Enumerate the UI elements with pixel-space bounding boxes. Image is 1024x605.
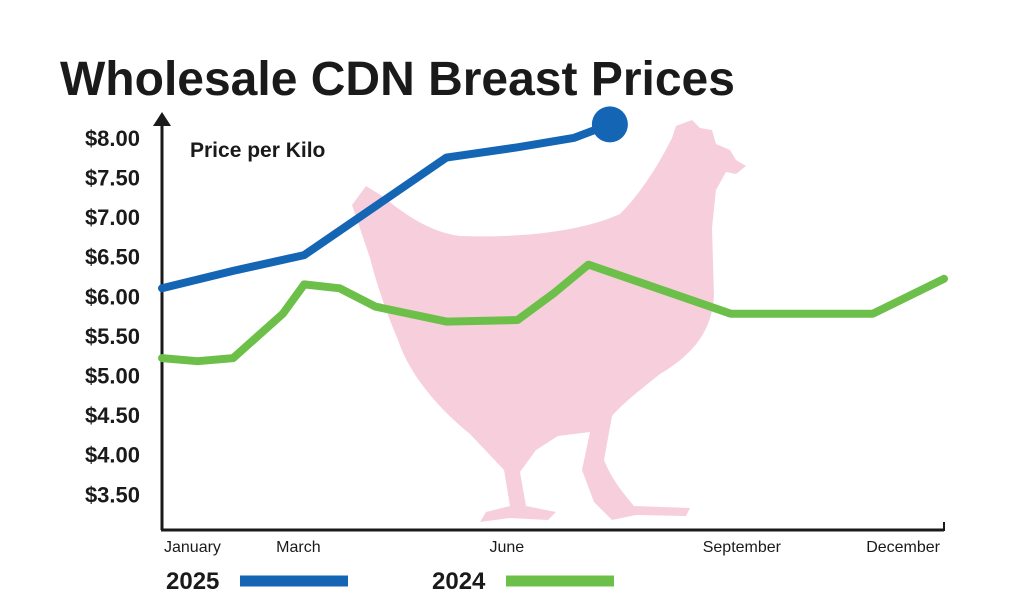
y-tick-label: $6.00 xyxy=(85,284,140,309)
legend-label: 2024 xyxy=(432,568,486,595)
y-tick-label: $5.50 xyxy=(85,324,140,349)
series-lines xyxy=(158,106,948,366)
y-tick-label: $4.50 xyxy=(85,403,140,428)
y-tick-labels: $8.00 $7.50 $7.00 $6.50 $6.00 $5.50 $5.00 $4.50… xyxy=(85,126,140,508)
y-tick-label: $6.50 xyxy=(85,245,140,270)
series-line-2024 xyxy=(158,260,948,366)
x-tick-labels: January March June September December xyxy=(164,539,941,556)
series-line-2025 xyxy=(158,120,614,293)
hen-silhouette-icon xyxy=(352,120,746,522)
y-tick-label: $7.50 xyxy=(85,165,140,190)
x-axis xyxy=(161,522,945,532)
y-axis-arrow-icon xyxy=(153,112,171,126)
x-tick-label: March xyxy=(276,539,320,556)
series-end-marker-2025 xyxy=(591,106,628,143)
y-tick-label: $7.00 xyxy=(85,205,140,230)
chart-title: Wholesale CDN Breast Prices xyxy=(60,53,735,106)
y-axis xyxy=(153,112,171,530)
x-tick-label: June xyxy=(489,539,524,556)
y-tick-label: $3.50 xyxy=(85,482,140,507)
y-tick-label: $5.00 xyxy=(85,364,140,389)
y-tick-label: $4.00 xyxy=(85,443,140,468)
x-tick-label: December xyxy=(866,539,940,556)
y-tick-label: $8.00 xyxy=(85,126,140,151)
x-tick-label: January xyxy=(164,539,221,556)
legend: 2025 2024 xyxy=(166,568,614,595)
x-tick-label: September xyxy=(703,539,782,556)
y-axis-label: Price per Kilo xyxy=(190,139,325,162)
legend-label: 2025 xyxy=(166,568,219,595)
